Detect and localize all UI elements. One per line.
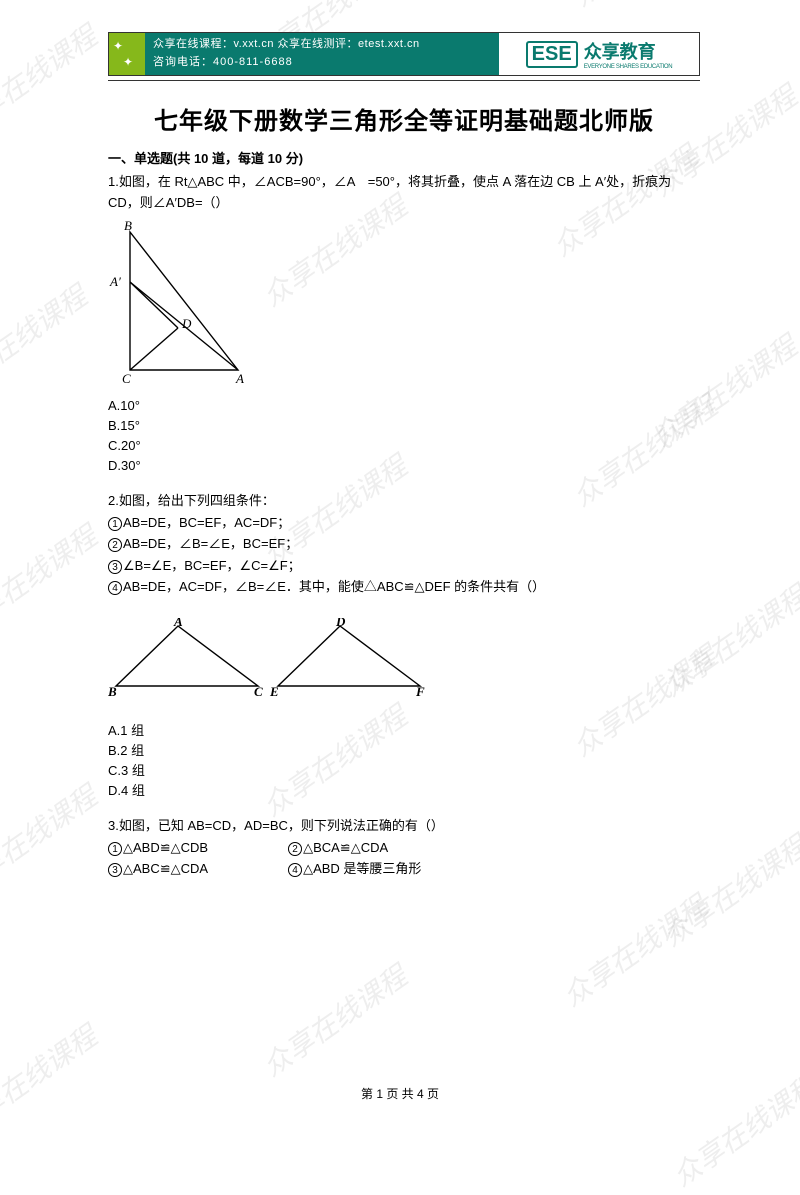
q1-figure: B A′ D C A xyxy=(108,220,700,390)
q2-stem: 2.如图，给出下列四组条件： xyxy=(108,490,700,511)
watermark: 众享在线课程 xyxy=(0,1015,104,1144)
page-content: 众享在线课程：v.xxt.cn 众享在线测评：etest.xxt.cn 咨询电话… xyxy=(0,0,800,880)
q2-option-c: C.3 组 xyxy=(108,761,700,781)
q1-option-d: D.30° xyxy=(108,456,700,476)
svg-text:E: E xyxy=(269,684,279,698)
question-2: 2.如图，给出下列四组条件： 1AB=DE，BC=EF，AC=DF； 2AB=D… xyxy=(108,490,700,801)
q1-stem: 1.如图，在 Rt△ABC 中，∠ACB=90°，∠A =50°，将其折叠，使点… xyxy=(108,171,700,214)
banner-info: 众享在线课程：v.xxt.cn 众享在线测评：etest.xxt.cn 咨询电话… xyxy=(145,33,499,75)
page-title: 七年级下册数学三角形全等证明基础题北师版 xyxy=(108,101,700,136)
q1-options: A.10° B.15° C.20° D.30° xyxy=(108,396,700,477)
banner-line1: 众享在线课程：v.xxt.cn 众享在线测评：etest.xxt.cn xyxy=(153,36,499,54)
q2-option-a: A.1 组 xyxy=(108,721,700,741)
svg-text:A: A xyxy=(173,618,183,629)
svg-text:C: C xyxy=(122,371,131,385)
ese-logo-icon: ESE xyxy=(526,41,578,68)
q3-row1: 1△ABD≌△CDB 2△BCA≌△CDA xyxy=(108,837,700,858)
q2-options: A.1 组 B.2 组 C.3 组 D.4 组 xyxy=(108,721,700,802)
brand-cn: 众享教育 xyxy=(584,38,673,64)
q2-option-b: B.2 组 xyxy=(108,741,700,761)
svg-text:A: A xyxy=(235,371,244,385)
q2-cond1: 1AB=DE，BC=EF，AC=DF； xyxy=(108,512,700,533)
q1-option-c: C.20° xyxy=(108,436,700,456)
svg-text:D: D xyxy=(181,316,192,331)
page-footer: 第 1 页 共 4 页 xyxy=(0,1085,800,1102)
header-divider xyxy=(108,80,700,81)
banner-logo-area: ESE 众享教育 EVERYONE SHARES EDUCATION xyxy=(499,33,699,75)
banner-decoration-icon xyxy=(109,33,145,75)
svg-text:B: B xyxy=(124,220,132,233)
question-3: 3.如图，已知 AB=CD，AD=BC，则下列说法正确的有（） 1△ABD≌△C… xyxy=(108,815,700,879)
svg-text:C: C xyxy=(254,684,263,698)
svg-text:F: F xyxy=(415,684,425,698)
svg-text:A′: A′ xyxy=(109,274,121,289)
brand-en: EVERYONE SHARES EDUCATION xyxy=(584,64,673,70)
q2-cond4: 4AB=DE，AC=DF，∠B=∠E．其中，能使△ABC≌△DEF 的条件共有（… xyxy=(108,576,700,597)
section-heading: 一、单选题(共 10 道，每道 10 分) xyxy=(108,148,700,167)
q1-option-b: B.15° xyxy=(108,416,700,436)
watermark: 众享在线课程 xyxy=(554,885,715,1014)
svg-text:D: D xyxy=(335,618,346,629)
question-1: 1.如图，在 Rt△ABC 中，∠ACB=90°，∠A =50°，将其折叠，使点… xyxy=(108,171,700,476)
q2-figure: A B C D E F xyxy=(108,618,700,703)
banner-line2: 咨询电话：400-811-6688 xyxy=(153,54,499,72)
q3-row2: 3△ABC≌△CDA 4△ABD 是等腰三角形 xyxy=(108,858,700,879)
q3-stem: 3.如图，已知 AB=CD，AD=BC，则下列说法正确的有（） xyxy=(108,815,700,836)
svg-text:B: B xyxy=(108,684,117,698)
q2-option-d: D.4 组 xyxy=(108,781,700,801)
q1-option-a: A.10° xyxy=(108,396,700,416)
q2-cond2: 2AB=DE，∠B=∠E，BC=EF； xyxy=(108,533,700,554)
watermark: 众享在线课程 xyxy=(254,955,415,1084)
q2-cond3: 3∠B=∠E，BC=EF，∠C=∠F； xyxy=(108,555,700,576)
header-banner: 众享在线课程：v.xxt.cn 众享在线测评：etest.xxt.cn 咨询电话… xyxy=(108,32,700,76)
